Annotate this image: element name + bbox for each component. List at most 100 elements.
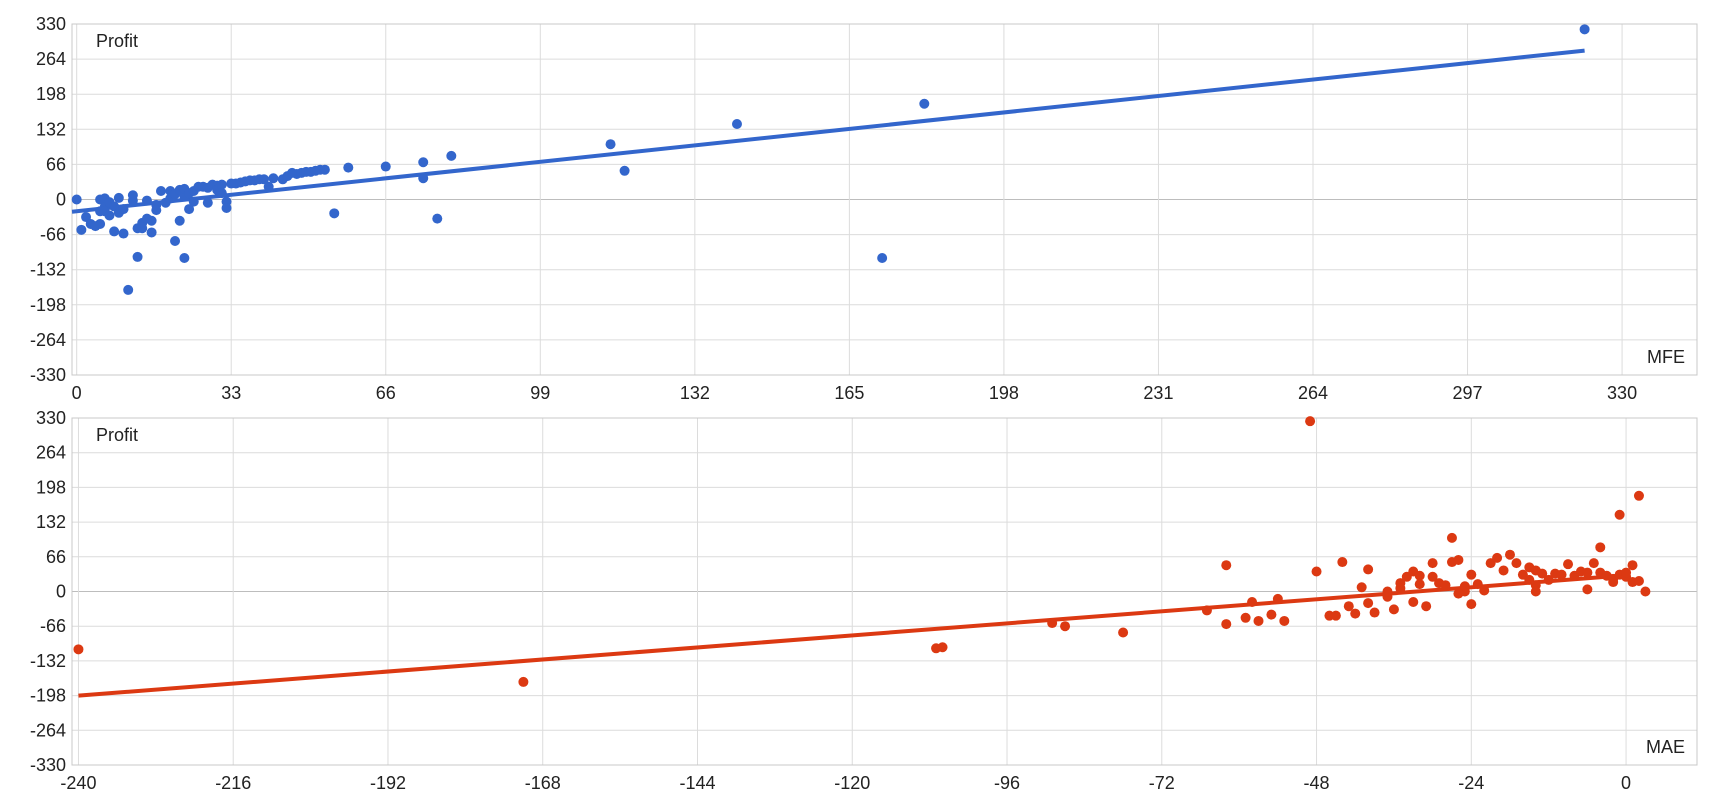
x-tick-label: 330	[1607, 383, 1637, 403]
x-tick-label: 231	[1143, 383, 1173, 403]
data-point	[1047, 618, 1058, 629]
data-point	[1440, 580, 1451, 591]
data-point	[1543, 574, 1554, 585]
data-point	[446, 150, 457, 161]
y-tick-label: 0	[56, 190, 66, 210]
x-tick-label: -48	[1304, 773, 1330, 793]
data-point	[1272, 593, 1283, 604]
data-point	[380, 161, 391, 172]
data-point	[1201, 605, 1212, 616]
data-point	[151, 205, 162, 216]
y-axis-label: Profit	[96, 31, 138, 51]
x-tick-label: -168	[525, 773, 561, 793]
data-point	[1627, 560, 1638, 571]
data-point	[71, 194, 82, 205]
data-point	[216, 188, 227, 199]
data-point	[1343, 601, 1354, 612]
y-tick-label: 198	[36, 84, 66, 104]
data-point	[432, 213, 443, 224]
data-point	[319, 164, 330, 175]
data-point	[113, 192, 124, 203]
x-tick-label: -192	[370, 773, 406, 793]
y-tick-label: -66	[40, 616, 66, 636]
data-point	[132, 251, 143, 262]
data-point	[1350, 608, 1361, 619]
data-point	[343, 162, 354, 173]
data-point	[1311, 566, 1322, 577]
data-point	[174, 215, 185, 226]
x-tick-label: -24	[1458, 773, 1484, 793]
trend-line	[71, 48, 1585, 214]
x-axis-label: MFE	[1647, 347, 1685, 367]
data-point	[184, 204, 195, 215]
y-tick-label: 264	[36, 443, 66, 463]
data-point	[155, 185, 166, 196]
data-point	[1253, 615, 1264, 626]
y-tick-label: 132	[36, 119, 66, 139]
data-point	[1060, 621, 1071, 632]
x-tick-label: 0	[1621, 773, 1631, 793]
x-axis-label: MAE	[1646, 737, 1685, 757]
data-point	[127, 190, 138, 201]
data-point	[1504, 549, 1515, 560]
data-point	[263, 181, 274, 192]
data-point	[1640, 586, 1651, 597]
data-point	[1118, 627, 1129, 638]
data-point	[1279, 615, 1290, 626]
x-tick-label: -216	[215, 773, 251, 793]
x-tick-label: -240	[60, 773, 96, 793]
data-point	[1588, 558, 1599, 569]
x-tick-label: -144	[679, 773, 715, 793]
data-point	[1247, 597, 1258, 608]
data-point	[1363, 598, 1374, 609]
y-tick-label: 132	[36, 512, 66, 532]
data-point	[1479, 585, 1490, 596]
y-tick-label: -330	[30, 755, 66, 775]
data-point	[1537, 568, 1548, 579]
data-point	[1614, 509, 1625, 520]
data-point	[1421, 601, 1432, 612]
plot-frame	[71, 417, 1698, 766]
data-point	[1427, 558, 1438, 569]
y-tick-label: -264	[30, 330, 66, 350]
data-point	[1408, 597, 1419, 608]
data-point	[1595, 542, 1606, 553]
y-tick-label: 330	[36, 408, 66, 428]
data-point	[1363, 564, 1374, 575]
data-point	[1466, 569, 1477, 580]
x-tick-label: 198	[989, 383, 1019, 403]
x-tick-label: 99	[530, 383, 550, 403]
data-point	[1356, 582, 1367, 593]
data-point	[1621, 567, 1632, 578]
x-tick-label: 264	[1298, 383, 1328, 403]
data-point	[95, 218, 106, 229]
data-point	[1414, 579, 1425, 590]
data-point	[1395, 583, 1406, 594]
data-point	[179, 253, 190, 263]
data-point	[1556, 569, 1567, 580]
data-point	[1427, 571, 1438, 582]
x-tick-label: 165	[834, 383, 864, 403]
data-point	[1382, 586, 1393, 597]
data-point	[1446, 532, 1457, 543]
data-point	[1498, 565, 1509, 576]
data-point	[268, 173, 279, 184]
data-point	[619, 165, 630, 176]
x-tick-label: -72	[1149, 773, 1175, 793]
y-tick-label: 330	[36, 14, 66, 34]
data-point	[937, 642, 948, 653]
data-point	[1608, 577, 1619, 588]
data-point	[1582, 567, 1593, 578]
data-point	[1466, 599, 1477, 610]
data-point	[605, 139, 616, 150]
data-point	[118, 204, 129, 215]
data-point	[1414, 570, 1425, 581]
y-tick-label: 66	[46, 547, 66, 567]
data-point	[146, 227, 157, 238]
data-point	[1530, 586, 1541, 597]
data-point	[1305, 416, 1316, 427]
y-tick-label: -198	[30, 686, 66, 706]
data-point	[1388, 604, 1399, 615]
